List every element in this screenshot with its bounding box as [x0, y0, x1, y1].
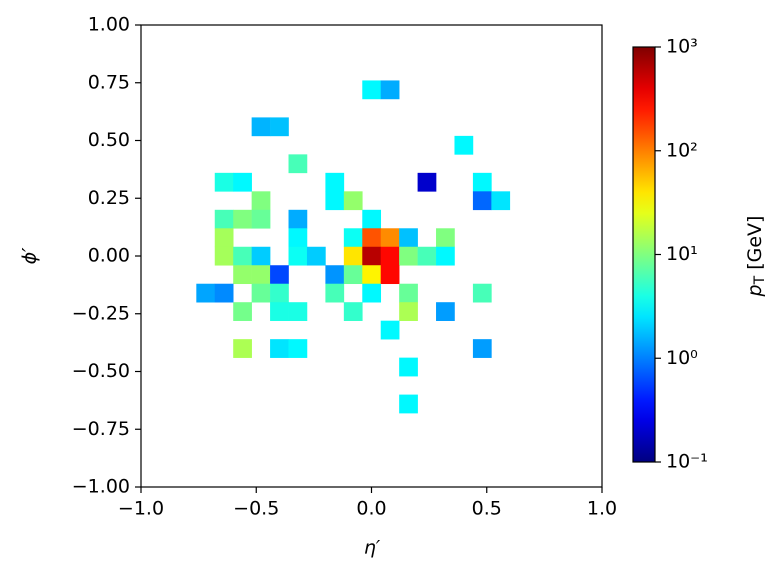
heatmap-cell [233, 302, 252, 321]
heatmap-cell [214, 246, 234, 266]
heatmap-cell [417, 246, 437, 266]
heatmap-cell [288, 302, 308, 321]
heatmap-cell [251, 191, 271, 211]
heatmap-cell [288, 339, 308, 358]
heatmap-cell [362, 283, 382, 303]
y-tick-label: −0.50 [72, 360, 130, 382]
heatmap-cell [343, 191, 363, 211]
heatmap-cell [343, 228, 363, 248]
heatmap-cell [399, 283, 418, 303]
heatmap-cell [233, 339, 252, 358]
heatmap-cell [380, 246, 400, 266]
y-tick-label: −0.25 [72, 302, 130, 324]
heatmap-cell [270, 339, 289, 358]
heatmap-cell [380, 320, 400, 340]
heatmap-cell [472, 339, 492, 358]
heatmap-cell [306, 246, 326, 266]
heatmap-cell [233, 209, 252, 229]
heatmap-cell [454, 135, 474, 155]
heatmap-cell [214, 283, 234, 303]
heatmap-cell [417, 172, 437, 192]
heatmap-cell [472, 172, 492, 192]
y-tick-label: −1.00 [72, 476, 130, 498]
heatmap-cell [362, 246, 382, 266]
x-tick-label: −1.0 [118, 498, 164, 520]
heatmap-cell [214, 172, 234, 192]
heatmap-cell [436, 228, 455, 248]
heatmap-cell [288, 246, 308, 266]
heatmap-cell [343, 246, 363, 266]
heatmap-cell [233, 246, 252, 266]
heatmap-cell [491, 191, 511, 211]
heatmap-cell [362, 265, 382, 285]
heatmap-cell [325, 172, 345, 192]
colorbar [632, 46, 656, 463]
heatmap-cell [362, 80, 382, 100]
heatmap-cell [270, 283, 289, 303]
heatmap-cell [343, 265, 363, 285]
heatmap-cell [472, 191, 492, 211]
heatmap-cell [288, 154, 308, 174]
colorbar-tick-label: 10³ [666, 36, 698, 58]
x-tick-label: 0.5 [472, 498, 502, 520]
heatmap-cell [399, 394, 418, 414]
heatmap-cell [380, 228, 400, 248]
heatmap-cell [325, 191, 345, 211]
heatmap-cell [362, 228, 382, 248]
heatmap-cell [251, 209, 271, 229]
colorbar-tick-label: 10⁻¹ [666, 451, 708, 473]
heatmap-cell [362, 209, 382, 229]
heatmap-cell [196, 283, 216, 303]
heatmap-cell [325, 283, 345, 303]
y-tick-label: 0.00 [88, 245, 130, 267]
heatmap-cell [233, 265, 252, 285]
heatmap-cell [436, 302, 455, 321]
heatmap-cell [325, 265, 345, 285]
heatmap-cell [251, 265, 271, 285]
colorbar-tick-label: 10¹ [666, 243, 698, 265]
heatmap-cell [399, 228, 418, 248]
heatmap-cell [251, 283, 271, 303]
heatmap-cell [472, 283, 492, 303]
heatmap-cell [251, 246, 271, 266]
heatmap-cell [270, 302, 289, 321]
heatmap-cell [270, 265, 289, 285]
heatmap-cell [399, 246, 418, 266]
y-tick-label: −0.75 [72, 418, 130, 440]
x-tick-label: 0.0 [356, 498, 386, 520]
heatmap-cell [214, 209, 234, 229]
heatmap-cell [399, 302, 418, 321]
heatmap-cell [343, 302, 363, 321]
x-tick-label: −0.5 [233, 498, 279, 520]
y-tick-label: 0.50 [88, 129, 130, 151]
heatmap-cell [251, 117, 271, 137]
heatmap-cell [436, 246, 455, 266]
heatmap-cell [270, 117, 289, 137]
heatmap-cell [214, 228, 234, 248]
heatmap-cell [288, 228, 308, 248]
colorbar-tick-label: 10² [666, 139, 698, 161]
heatmap-cell [380, 80, 400, 100]
x-tick-label: 1.0 [587, 498, 617, 520]
y-tick-label: 1.00 [88, 14, 130, 36]
heatmap-cell [399, 357, 418, 377]
colorbar-tick-label: 10⁰ [666, 347, 698, 369]
y-axis-label: ϕ′ [19, 247, 41, 265]
x-axis-label: η′ [364, 537, 381, 559]
y-tick-label: 0.25 [88, 187, 130, 209]
heatmap-cell [233, 172, 252, 192]
colorbar-label: pT [GeV] [744, 216, 769, 298]
heatmap-cell [380, 265, 400, 285]
heatmap-cell [288, 209, 308, 229]
y-tick-label: 0.75 [88, 71, 130, 93]
